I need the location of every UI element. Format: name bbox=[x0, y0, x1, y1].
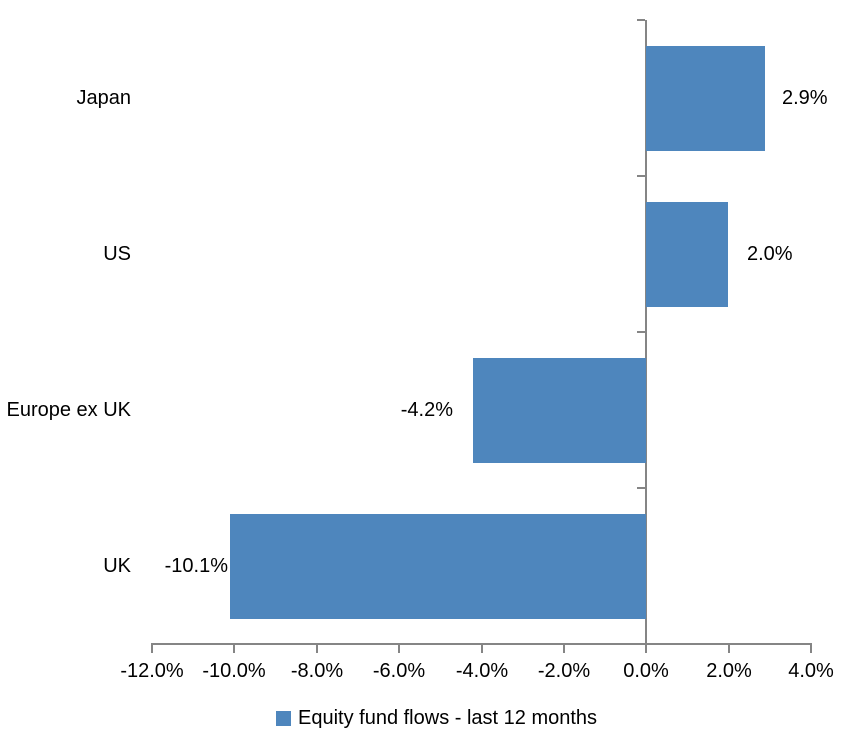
legend: Equity fund flows - last 12 months bbox=[276, 705, 597, 731]
x-tick-label: -10.0% bbox=[202, 660, 266, 682]
x-axis-tick bbox=[645, 645, 647, 653]
category-label: US bbox=[103, 242, 131, 265]
x-axis-tick bbox=[481, 645, 483, 653]
x-axis-tick bbox=[151, 645, 153, 653]
x-tick-label: 0.0% bbox=[623, 660, 669, 682]
x-tick-label: -12.0% bbox=[120, 660, 184, 682]
bar-us bbox=[646, 202, 728, 307]
x-tick-label: 4.0% bbox=[788, 660, 834, 682]
category-tick bbox=[637, 487, 645, 489]
category-label: UK bbox=[103, 554, 131, 577]
category-label: Europe ex UK bbox=[6, 398, 131, 421]
x-tick-label: -4.0% bbox=[455, 660, 509, 682]
category-tick bbox=[637, 19, 645, 21]
data-label: -10.1% bbox=[164, 555, 228, 577]
x-axis-tick bbox=[563, 645, 565, 653]
x-axis-tick bbox=[398, 645, 400, 653]
x-tick-label: -8.0% bbox=[290, 660, 344, 682]
x-axis-tick bbox=[316, 645, 318, 653]
x-axis-tick bbox=[233, 645, 235, 653]
bar-uk bbox=[230, 514, 646, 619]
x-axis-line bbox=[151, 643, 812, 645]
bar-europe-ex-uk bbox=[473, 358, 646, 463]
bar-japan bbox=[646, 46, 765, 151]
legend-series-label: Equity fund flows - last 12 months bbox=[298, 706, 598, 729]
category-label: Japan bbox=[76, 86, 132, 109]
data-label: 2.9% bbox=[782, 87, 828, 109]
x-tick-label: -6.0% bbox=[372, 660, 426, 682]
zero-baseline bbox=[645, 20, 647, 652]
x-tick-label: -2.0% bbox=[537, 660, 591, 682]
data-label: 2.0% bbox=[747, 243, 793, 265]
legend-swatch-icon bbox=[276, 710, 291, 726]
x-axis-tick bbox=[810, 645, 812, 653]
category-tick bbox=[637, 331, 645, 333]
data-label: -4.2% bbox=[400, 399, 453, 421]
category-tick bbox=[637, 175, 645, 177]
x-axis-tick bbox=[728, 645, 730, 653]
x-tick-label: 2.0% bbox=[706, 660, 752, 682]
